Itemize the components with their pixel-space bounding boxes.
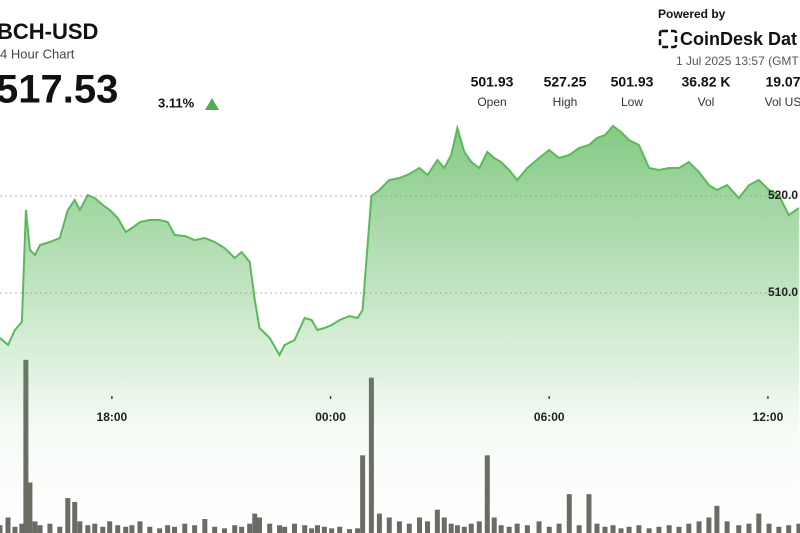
- price-line: [0, 124, 800, 358]
- brand-logo: [658, 29, 678, 49]
- stat-label: Vol: [698, 95, 715, 109]
- stat-value: 19.07: [765, 74, 800, 90]
- x-tick-label: 00:00: [315, 410, 346, 424]
- x-tick-label: 06:00: [534, 410, 565, 424]
- stat-value: 36.82 K: [681, 74, 730, 90]
- y-tick-label: 520.0: [768, 188, 798, 202]
- stat-label: Low: [621, 95, 643, 109]
- y-tick-label: 510.0: [768, 285, 798, 299]
- header: BCH-USD 4 Hour Chart 517.53 3.11% Powere…: [0, 7, 799, 111]
- price-area: [0, 126, 799, 533]
- x-tick-label: 12:00: [753, 410, 784, 424]
- stat-label: Vol US: [765, 95, 800, 109]
- stat-value: 527.25: [544, 74, 587, 90]
- brand: CoinDesk Dat: [680, 29, 797, 49]
- stat-label: Open: [477, 95, 506, 109]
- stat-label: High: [553, 95, 578, 109]
- change: 3.11%: [158, 95, 195, 110]
- x-tick-label: 18:00: [97, 410, 128, 424]
- price: 517.53: [0, 68, 118, 112]
- timestamp: 1 Jul 2025 13:57 (GMT: [676, 54, 799, 68]
- plot-area: 510.0 520.0 18:00 00:00 06:00 12:00: [0, 124, 800, 533]
- stat-value: 501.93: [611, 74, 654, 90]
- chart-title: BCH-USD: [0, 19, 98, 44]
- powered-by: Powered by: [658, 7, 726, 21]
- stat-value: 501.93: [471, 74, 514, 90]
- up-arrow: [205, 98, 219, 110]
- chart-subtitle: 4 Hour Chart: [0, 46, 75, 61]
